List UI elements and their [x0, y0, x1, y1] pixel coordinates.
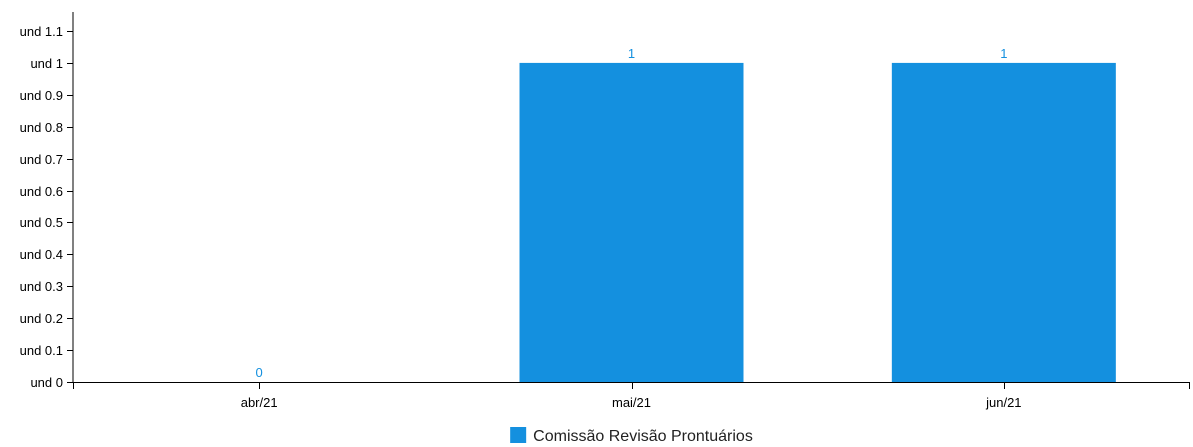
y-tick-label: und 1	[30, 56, 63, 71]
x-tick-label: abr/21	[241, 395, 278, 410]
data-labels-group: 0 1 1	[256, 46, 1008, 380]
y-tick-label: und 0.9	[20, 88, 63, 103]
y-tick-label: und 1.1	[20, 24, 63, 39]
legend[interactable]: Comissão Revisão Prontuários	[510, 427, 753, 445]
y-tick-label: und 0.7	[20, 152, 63, 167]
bars-group	[519, 62, 1116, 383]
y-axis: und 0 und 0.1 und 0.2 und 0.3 und 0.4 und 0.5…	[20, 12, 74, 390]
x-axis: abr/21 mai/21 jun/21	[73, 382, 1190, 410]
data-label: 1	[1000, 46, 1007, 61]
y-tick-label: und 0.3	[20, 279, 63, 294]
y-tick-label: und 0.4	[20, 247, 63, 262]
y-tick-label: und 0.1	[20, 343, 63, 358]
bar[interactable]	[519, 62, 744, 383]
bar[interactable]	[891, 62, 1116, 383]
y-tick-label: und 0.5	[20, 215, 63, 230]
y-tick-label: und 0.6	[20, 184, 63, 199]
x-tick-label: jun/21	[985, 395, 1021, 410]
legend-swatch	[510, 427, 527, 443]
legend-label: Comissão Revisão Prontuários	[533, 428, 753, 445]
data-label: 0	[256, 365, 263, 380]
data-label: 1	[628, 46, 635, 61]
y-tick-label: und 0.2	[20, 311, 63, 326]
y-tick-label: und 0.8	[20, 120, 63, 135]
y-tick-label: und 0	[30, 375, 63, 390]
x-tick-label: mai/21	[612, 395, 651, 410]
